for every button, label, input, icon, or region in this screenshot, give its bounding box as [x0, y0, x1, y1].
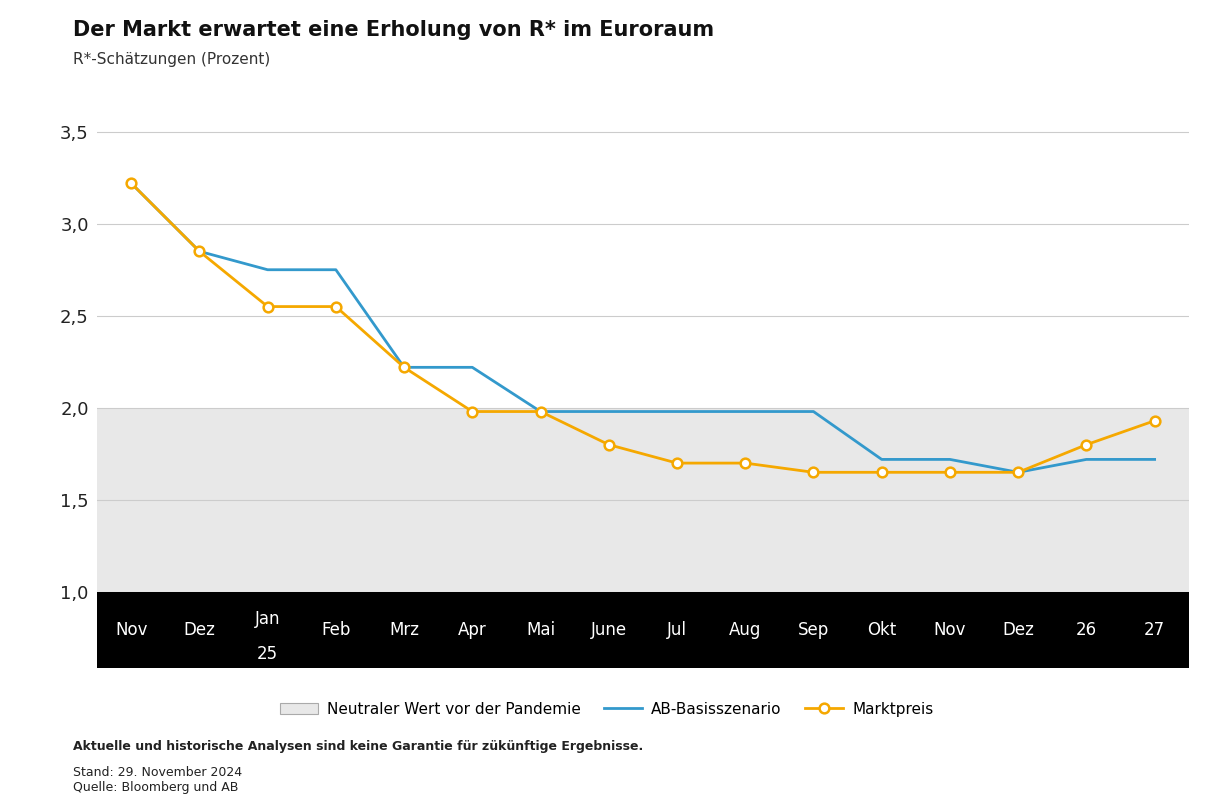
Text: Okt: Okt [867, 621, 896, 639]
Text: 26: 26 [1076, 621, 1097, 639]
Text: Jul: Jul [667, 621, 687, 639]
Legend: Neutraler Wert vor der Pandemie, AB-Basisszenario, Marktpreis: Neutraler Wert vor der Pandemie, AB-Basi… [274, 696, 939, 723]
Text: Nov: Nov [934, 621, 967, 639]
Text: Apr: Apr [459, 621, 486, 639]
Text: Mai: Mai [526, 621, 556, 639]
Text: Jan: Jan [255, 610, 280, 627]
Text: 25: 25 [257, 646, 278, 663]
Text: Nov: Nov [115, 621, 148, 639]
Text: Aktuelle und historische Analysen sind keine Garantie für zükünftige Ergebnisse.: Aktuelle und historische Analysen sind k… [73, 740, 643, 753]
Text: June: June [591, 621, 627, 639]
Text: Dez: Dez [183, 621, 216, 639]
Text: R*-Schätzungen (Prozent): R*-Schätzungen (Prozent) [73, 52, 270, 67]
Text: Aug: Aug [729, 621, 762, 639]
Text: Mrz: Mrz [389, 621, 418, 639]
Text: Feb: Feb [321, 621, 351, 639]
Bar [97, 408, 1189, 592]
Text: Stand: 29. November 2024
Quelle: Bloomberg und AB: Stand: 29. November 2024 Quelle: Bloombe… [73, 766, 241, 794]
Text: Der Markt erwartet eine Erholung von R* im Euroraum: Der Markt erwartet eine Erholung von R* … [73, 20, 714, 40]
Text: Dez: Dez [1002, 621, 1035, 639]
Text: Sep: Sep [798, 621, 830, 639]
Text: 27: 27 [1144, 621, 1166, 639]
